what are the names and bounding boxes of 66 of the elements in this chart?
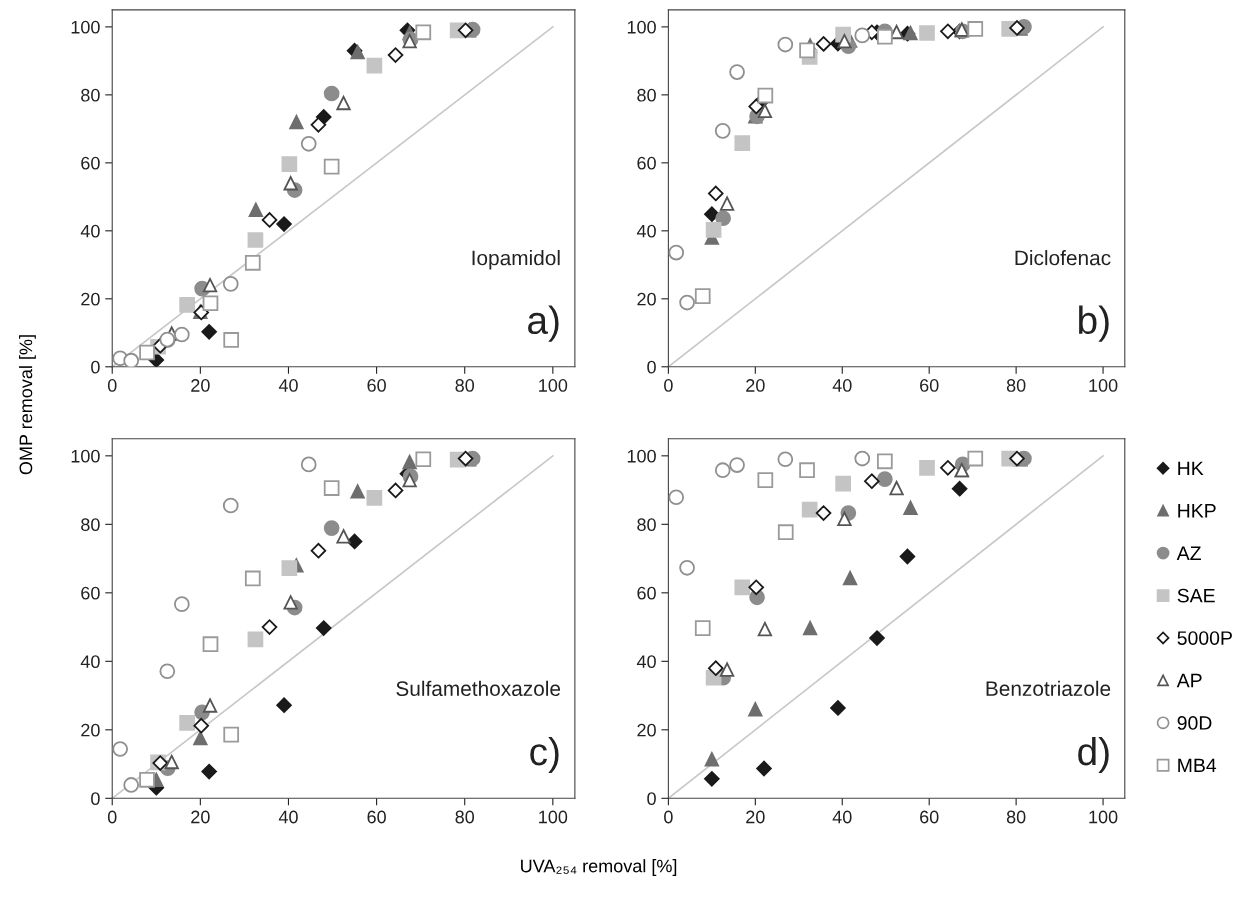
annotation: Benzotriazole [986, 680, 1111, 697]
x-tick-label: 100 [539, 379, 568, 392]
x-tick-label: 20 [746, 379, 765, 392]
legend-label: HKP [1178, 504, 1216, 518]
y-tick-label: 0 [647, 792, 656, 806]
y-tick-label: 0 [91, 360, 100, 374]
x-tick-label: 20 [191, 379, 210, 392]
y-tick-label: 40 [80, 224, 100, 238]
x-tick-label: 100 [539, 810, 568, 824]
x-tick-label: 20 [191, 810, 210, 824]
x-tick-label: 0 [664, 810, 673, 824]
y-tick-label: 60 [637, 586, 656, 600]
y-tick-label: 40 [636, 224, 656, 238]
y-tick-label: 20 [637, 723, 656, 737]
x-tick-label: 40 [832, 810, 852, 824]
y-tick-label: 60 [81, 586, 100, 600]
y-tick-label: 0 [91, 792, 100, 806]
x-tick-label: 40 [278, 379, 298, 392]
legend-label: 90D [1177, 716, 1212, 730]
y-tick-label: 60 [637, 156, 656, 170]
y-tick-label: 100 [627, 20, 656, 34]
annotation: Iopamidol [472, 250, 560, 270]
y-tick-label: 40 [636, 655, 656, 669]
y-tick-label: 80 [637, 518, 656, 532]
annotation: c) [530, 736, 559, 774]
y-tick-label: 0 [647, 360, 656, 374]
x-tick-label: 0 [664, 379, 673, 392]
y-tick-label: 40 [80, 655, 100, 669]
y-tick-label: 100 [71, 449, 100, 463]
y-tick-label: 80 [81, 88, 100, 102]
x-tick-label: 40 [832, 379, 852, 392]
legend-label: HK [1178, 461, 1204, 476]
x-tick-label: 40 [278, 810, 298, 824]
y-tick-label: 80 [637, 88, 656, 102]
annotation: d) [1078, 736, 1109, 774]
y-tick-label: 20 [81, 723, 100, 737]
y-tick-label: 20 [637, 292, 656, 306]
x-tick-label: 80 [455, 810, 475, 824]
y-tick-label: 100 [627, 449, 656, 463]
x-tick-label: 60 [920, 810, 939, 824]
x-tick-label: 20 [746, 810, 765, 824]
x-tick-label: 80 [1006, 379, 1026, 392]
legend-label: AP [1176, 673, 1202, 688]
annotation: Sulfamethoxazole [396, 680, 561, 697]
x-tick-label: 80 [455, 379, 475, 392]
x-axis-title: UVA₂₅₄ removal [%] [521, 859, 677, 876]
x-tick-label: 0 [107, 379, 117, 392]
y-tick-label: 20 [81, 292, 100, 306]
annotation: b) [1079, 305, 1109, 342]
y-axis-title: OMP removal [%] [19, 335, 36, 475]
legend-label: SAE [1177, 588, 1215, 603]
x-tick-label: 60 [367, 810, 386, 824]
y-tick-label: 100 [71, 20, 100, 34]
y-tick-label: 80 [81, 518, 100, 532]
x-tick-label: 100 [1089, 810, 1118, 824]
x-tick-label: 100 [1089, 379, 1118, 392]
x-tick-label: 0 [107, 810, 117, 824]
x-tick-label: 80 [1006, 810, 1026, 824]
legend-label: MB4 [1178, 758, 1217, 773]
legend-label: AZ [1176, 546, 1201, 560]
x-tick-label: 60 [367, 379, 386, 392]
annotation: Diclofenac [1015, 250, 1111, 266]
legend-label: 5000P [1177, 631, 1232, 645]
y-tick-label: 60 [81, 156, 100, 170]
x-tick-label: 60 [920, 379, 939, 392]
annotation: a) [528, 305, 559, 342]
